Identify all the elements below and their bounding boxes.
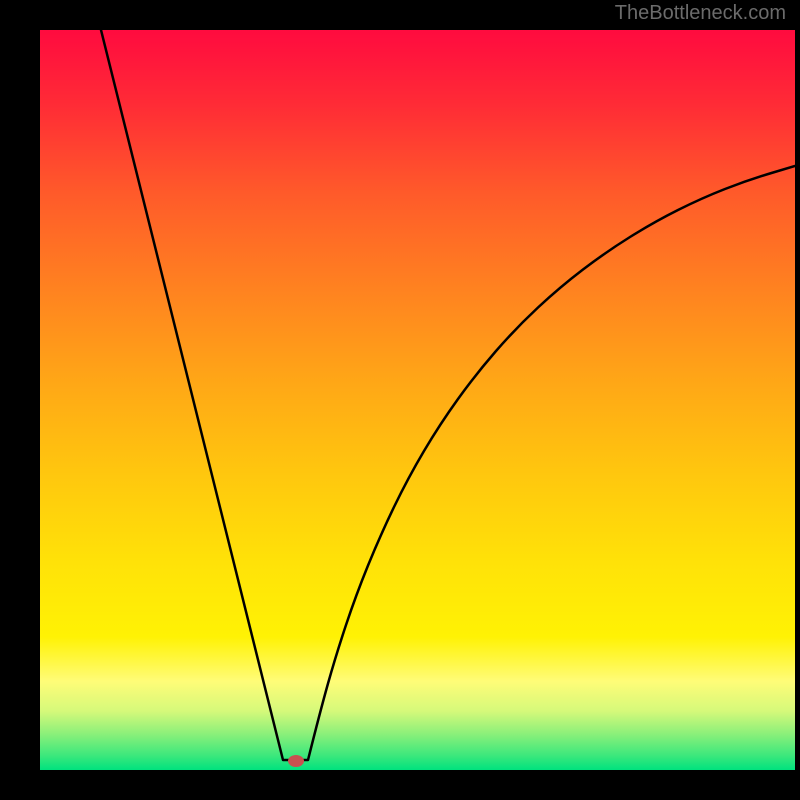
optimal-point-marker: [288, 755, 304, 767]
chart-plot-area: [40, 30, 795, 770]
chart-background: [40, 30, 795, 770]
watermark-text: TheBottleneck.com: [615, 2, 786, 25]
chart-svg: [40, 30, 795, 770]
